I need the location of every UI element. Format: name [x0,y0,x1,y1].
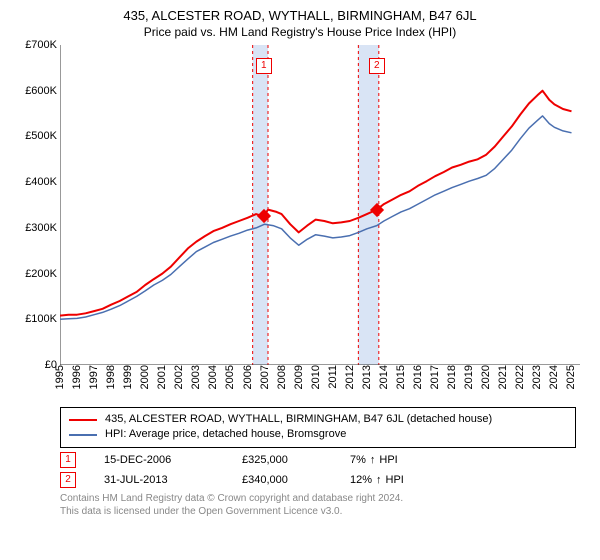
up-arrow-icon: ↑ [370,454,376,466]
footer-attribution: Contains HM Land Registry data © Crown c… [60,492,576,518]
transaction-marker: 2 [60,472,76,488]
transaction-price: £340,000 [242,474,322,486]
x-tick-label: 2016 [412,365,424,389]
chart-area: £0£100K£200K£300K£400K£500K£600K£700K12 [60,45,580,365]
x-tick-label: 2019 [463,365,475,389]
transaction-date: 15-DEC-2006 [104,454,214,466]
x-tick-label: 2003 [190,365,202,389]
transaction-pct: 12%↑HPI [350,474,460,486]
footer-line: This data is licensed under the Open Gov… [60,505,576,518]
x-tick-label: 2014 [378,365,390,389]
x-tick-label: 1997 [88,365,100,389]
x-tick-label: 2017 [429,365,441,389]
y-tick-label: £400K [25,176,60,188]
x-tick-label: 2022 [514,365,526,389]
legend: 435, ALCESTER ROAD, WYTHALL, BIRMINGHAM,… [60,407,576,448]
transaction-marker: 1 [60,452,76,468]
legend-item: 435, ALCESTER ROAD, WYTHALL, BIRMINGHAM,… [69,412,567,427]
x-tick-label: 2004 [207,365,219,389]
y-tick-label: £200K [25,268,60,280]
x-tick-label: 2024 [548,365,560,389]
legend-label: HPI: Average price, detached house, Brom… [105,427,346,442]
legend-label: 435, ALCESTER ROAD, WYTHALL, BIRMINGHAM,… [105,412,492,427]
x-tick-label: 1998 [105,365,117,389]
y-tick-label: £700K [25,39,60,51]
chart-title: 435, ALCESTER ROAD, WYTHALL, BIRMINGHAM,… [12,8,588,23]
transaction-row: 2 31-JUL-2013 £340,000 12%↑HPI [60,472,576,488]
x-tick-label: 2023 [531,365,543,389]
x-tick-label: 2012 [344,365,356,389]
x-tick-label: 2002 [173,365,185,389]
x-axis-labels: 1995199619971998199920002001200220032004… [60,365,580,401]
transaction-row: 1 15-DEC-2006 £325,000 7%↑HPI [60,452,576,468]
x-tick-label: 1996 [71,365,83,389]
transaction-list: 1 15-DEC-2006 £325,000 7%↑HPI 2 31-JUL-2013 £3… [60,452,576,488]
chart-svg [60,45,580,365]
y-tick-label: £100K [25,313,60,325]
legend-swatch [69,419,97,421]
x-tick-label: 2009 [293,365,305,389]
y-tick-label: £300K [25,222,60,234]
x-tick-label: 2020 [480,365,492,389]
x-tick-label: 2005 [224,365,236,389]
transaction-pct: 7%↑HPI [350,454,460,466]
legend-swatch [69,434,97,436]
footer-line: Contains HM Land Registry data © Crown c… [60,492,576,505]
x-tick-label: 2013 [361,365,373,389]
chart-marker-label: 2 [369,58,385,74]
x-tick-label: 1995 [54,365,66,389]
transaction-date: 31-JUL-2013 [104,474,214,486]
legend-item: HPI: Average price, detached house, Brom… [69,427,567,442]
x-tick-label: 2010 [310,365,322,389]
x-tick-label: 2021 [497,365,509,389]
up-arrow-icon: ↑ [376,474,382,486]
transaction-price: £325,000 [242,454,322,466]
x-tick-label: 2008 [276,365,288,389]
x-tick-label: 2007 [259,365,271,389]
x-tick-label: 2018 [446,365,458,389]
x-tick-label: 2001 [156,365,168,389]
y-tick-label: £500K [25,130,60,142]
x-tick-label: 2025 [565,365,577,389]
x-tick-label: 1999 [122,365,134,389]
chart-marker-label: 1 [256,58,272,74]
y-tick-label: £600K [25,85,60,97]
x-tick-label: 2006 [242,365,254,389]
x-tick-label: 2000 [139,365,151,389]
x-tick-label: 2011 [327,365,339,389]
x-tick-label: 2015 [395,365,407,389]
chart-subtitle: Price paid vs. HM Land Registry's House … [12,25,588,39]
